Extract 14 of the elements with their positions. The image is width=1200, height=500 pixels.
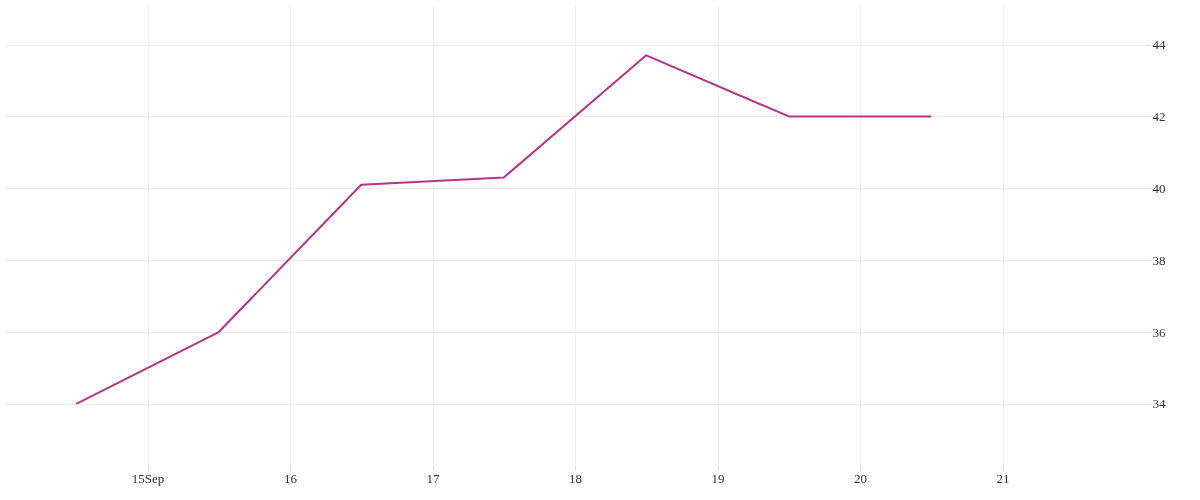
x-tick-label: 18: [569, 470, 582, 486]
y-tick-label: 44: [1152, 37, 1166, 53]
y-tick-label: 36: [1152, 324, 1166, 340]
x-tick-label: 19: [711, 470, 725, 486]
x-tick-label: 21: [996, 470, 1010, 486]
y-tick-label: 42: [1152, 108, 1166, 124]
x-tick-label: 15Sep: [131, 470, 165, 486]
x-tick-label: 16: [284, 470, 298, 486]
y-tick-label: 40: [1152, 180, 1166, 196]
x-tick-label: 20: [854, 470, 867, 486]
x-tick-label: 17: [426, 470, 440, 486]
y-tick-label: 34: [1152, 396, 1166, 412]
line-series: [75, 54, 933, 405]
y-tick-label: 38: [1152, 252, 1166, 268]
